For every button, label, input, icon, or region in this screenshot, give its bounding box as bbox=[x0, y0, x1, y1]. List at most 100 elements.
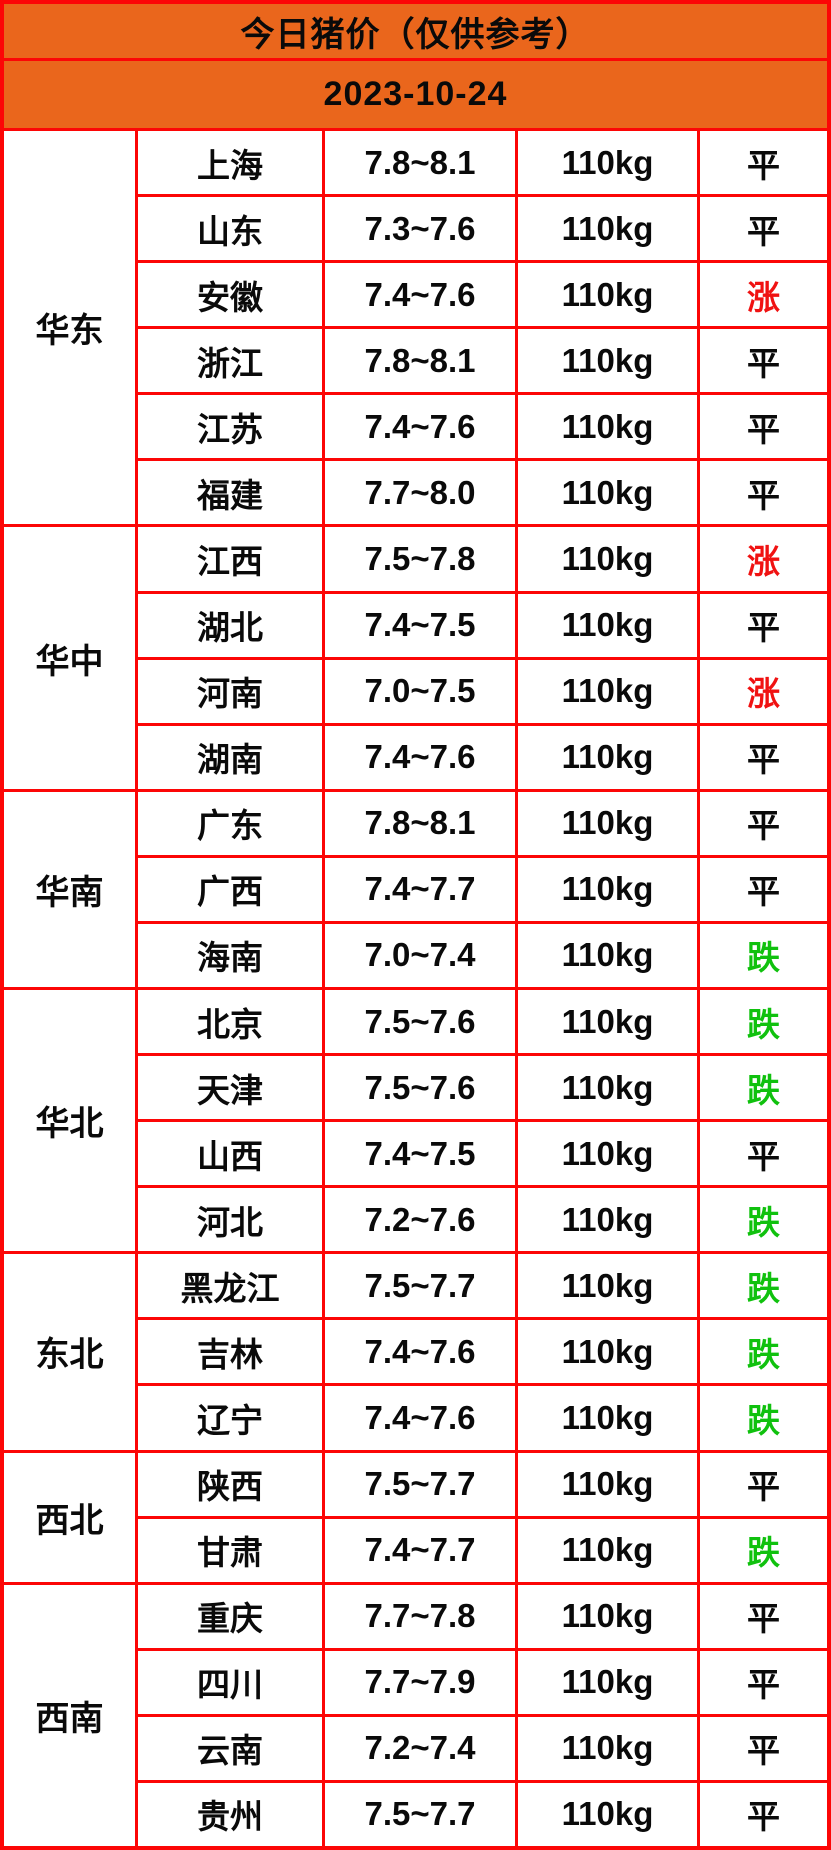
weight-cell: 110kg bbox=[518, 923, 697, 987]
status-cell: 涨 bbox=[700, 527, 827, 591]
weight-cell: 110kg bbox=[518, 131, 697, 195]
status-cell: 涨 bbox=[700, 263, 827, 327]
province-cell: 福建 bbox=[138, 461, 322, 525]
status-cell: 跌 bbox=[700, 923, 827, 987]
status-cell: 平 bbox=[700, 1716, 827, 1780]
price-cell: 7.4~7.6 bbox=[325, 1386, 515, 1450]
region-cell-huadong: 华东 bbox=[4, 131, 135, 525]
region-cell-dongbei: 东北 bbox=[4, 1254, 135, 1450]
status-text: 平 bbox=[747, 1666, 780, 1704]
region-cell-xinan: 西南 bbox=[4, 1584, 135, 1846]
status-cell: 跌 bbox=[700, 1518, 827, 1582]
status-cell: 平 bbox=[700, 329, 827, 393]
price-cell: 7.5~7.7 bbox=[325, 1452, 515, 1516]
price-cell: 7.4~7.6 bbox=[325, 1320, 515, 1384]
region-cell-huazhong: 华中 bbox=[4, 527, 135, 789]
price-cell: 7.0~7.4 bbox=[325, 923, 515, 987]
price-cell: 7.4~7.5 bbox=[325, 1122, 515, 1186]
status-cell: 平 bbox=[700, 1650, 827, 1714]
status-cell: 平 bbox=[700, 725, 827, 789]
province-cell: 湖南 bbox=[138, 725, 322, 789]
title-bar: 今日猪价（仅供参考） bbox=[4, 4, 827, 61]
status-text: 平 bbox=[747, 1137, 780, 1175]
price-cell: 7.5~7.7 bbox=[325, 1782, 515, 1846]
status-text: 平 bbox=[747, 1468, 780, 1506]
province-cell: 海南 bbox=[138, 923, 322, 987]
status-cell: 跌 bbox=[700, 1320, 827, 1384]
province-cell: 贵州 bbox=[138, 1782, 322, 1846]
status-text: 平 bbox=[747, 1600, 780, 1638]
price-cell: 7.8~8.1 bbox=[325, 329, 515, 393]
status-cell: 平 bbox=[700, 1584, 827, 1648]
province-cell: 甘肃 bbox=[138, 1518, 322, 1582]
status-cell: 平 bbox=[700, 593, 827, 657]
province-cell: 重庆 bbox=[138, 1584, 322, 1648]
status-cell: 平 bbox=[700, 791, 827, 855]
status-text: 跌 bbox=[747, 1071, 780, 1109]
price-cell: 7.5~7.6 bbox=[325, 990, 515, 1054]
status-cell: 跌 bbox=[700, 990, 827, 1054]
status-text: 平 bbox=[747, 212, 780, 250]
province-cell: 安徽 bbox=[138, 263, 322, 327]
status-text: 涨 bbox=[747, 278, 780, 316]
status-text: 跌 bbox=[747, 1005, 780, 1043]
status-text: 跌 bbox=[747, 1269, 780, 1307]
price-cell: 7.4~7.6 bbox=[325, 263, 515, 327]
price-cell: 7.4~7.6 bbox=[325, 725, 515, 789]
page-title: 今日猪价（仅供参考） bbox=[240, 15, 591, 54]
weight-cell: 110kg bbox=[518, 197, 697, 261]
province-cell: 河北 bbox=[138, 1188, 322, 1252]
price-cell: 7.5~7.7 bbox=[325, 1254, 515, 1318]
status-cell: 平 bbox=[700, 1122, 827, 1186]
region-cell-huabei: 华北 bbox=[4, 990, 135, 1252]
price-table: 华东 上海 7.8~8.1 110kg 平 山东 7.3~7.6 110kg 平… bbox=[4, 131, 827, 1846]
status-cell: 涨 bbox=[700, 659, 827, 723]
status-text: 平 bbox=[747, 146, 780, 184]
region-cell-huanan: 华南 bbox=[4, 791, 135, 987]
status-text: 平 bbox=[747, 1732, 780, 1770]
weight-cell: 110kg bbox=[518, 461, 697, 525]
price-cell: 7.4~7.5 bbox=[325, 593, 515, 657]
status-text: 平 bbox=[747, 741, 780, 779]
region-cell-xibei: 西北 bbox=[4, 1452, 135, 1582]
status-text: 跌 bbox=[747, 1534, 780, 1572]
price-cell: 7.4~7.7 bbox=[325, 1518, 515, 1582]
weight-cell: 110kg bbox=[518, 1320, 697, 1384]
weight-cell: 110kg bbox=[518, 990, 697, 1054]
status-text: 跌 bbox=[747, 1335, 780, 1373]
date-text: 2023-10-24 bbox=[323, 75, 508, 113]
weight-cell: 110kg bbox=[518, 1518, 697, 1582]
price-cell: 7.4~7.6 bbox=[325, 395, 515, 459]
status-cell: 平 bbox=[700, 461, 827, 525]
price-cell: 7.4~7.7 bbox=[325, 857, 515, 921]
price-cell: 7.7~7.9 bbox=[325, 1650, 515, 1714]
province-cell: 江西 bbox=[138, 527, 322, 591]
status-text: 涨 bbox=[747, 675, 780, 713]
status-cell: 跌 bbox=[700, 1188, 827, 1252]
province-cell: 辽宁 bbox=[138, 1386, 322, 1450]
price-cell: 7.0~7.5 bbox=[325, 659, 515, 723]
weight-cell: 110kg bbox=[518, 593, 697, 657]
status-cell: 平 bbox=[700, 131, 827, 195]
province-cell: 河南 bbox=[138, 659, 322, 723]
price-cell: 7.8~8.1 bbox=[325, 791, 515, 855]
province-cell: 山东 bbox=[138, 197, 322, 261]
weight-cell: 110kg bbox=[518, 1650, 697, 1714]
province-cell: 浙江 bbox=[138, 329, 322, 393]
price-cell: 7.5~7.6 bbox=[325, 1056, 515, 1120]
province-cell: 江苏 bbox=[138, 395, 322, 459]
weight-cell: 110kg bbox=[518, 263, 697, 327]
price-cell: 7.8~8.1 bbox=[325, 131, 515, 195]
price-cell: 7.2~7.6 bbox=[325, 1188, 515, 1252]
status-text: 涨 bbox=[747, 542, 780, 580]
weight-cell: 110kg bbox=[518, 329, 697, 393]
status-cell: 平 bbox=[700, 857, 827, 921]
price-cell: 7.2~7.4 bbox=[325, 1716, 515, 1780]
weight-cell: 110kg bbox=[518, 1584, 697, 1648]
status-cell: 跌 bbox=[700, 1056, 827, 1120]
status-text: 平 bbox=[747, 1798, 780, 1836]
status-text: 平 bbox=[747, 476, 780, 514]
price-cell: 7.7~7.8 bbox=[325, 1584, 515, 1648]
status-text: 平 bbox=[747, 410, 780, 448]
